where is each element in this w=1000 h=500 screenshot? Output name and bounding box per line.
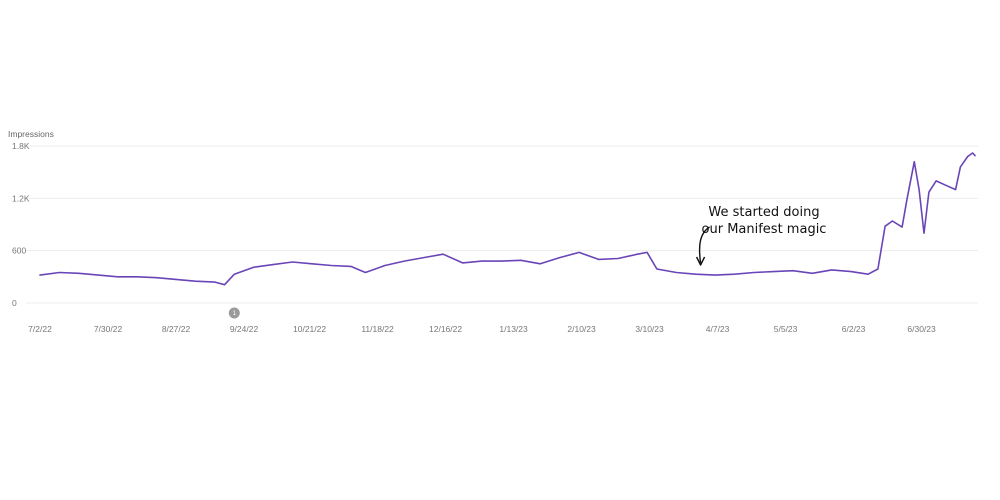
x-tick-label: 3/10/23 — [635, 324, 664, 334]
x-tick-label: 10/21/22 — [293, 324, 326, 334]
annotation-line-2: our Manifest magic — [702, 222, 827, 237]
y-axis-title: Impressions — [8, 129, 54, 139]
gridlines — [26, 145, 978, 304]
y-tick-label: 1.2K — [12, 193, 30, 203]
x-tick-label: 5/5/23 — [774, 324, 798, 334]
x-tick-label: 4/7/23 — [706, 324, 730, 334]
x-tick-label: 2/10/23 — [567, 324, 596, 334]
series-line — [39, 152, 976, 286]
annotation-arrowhead — [695, 256, 706, 266]
x-tick-label: 8/27/22 — [162, 324, 191, 334]
x-tick-label: 6/30/23 — [907, 324, 936, 334]
x-tick-label: 7/2/22 — [28, 324, 52, 334]
event-marker[interactable]: 1 — [228, 307, 240, 319]
x-tick-label: 6/2/23 — [842, 324, 866, 334]
x-tick-label: 9/24/22 — [230, 324, 259, 334]
x-tick-label: 11/18/22 — [361, 324, 394, 334]
marker-badge[interactable] — [228, 307, 240, 319]
y-tick-labels: 0 600 1.2K 1.8K — [12, 141, 30, 308]
x-tick-label: 12/16/22 — [429, 324, 462, 334]
annotation: We started doing our Manifest magic — [695, 205, 827, 266]
y-tick-label: 0 — [12, 298, 17, 308]
y-tick-label: 600 — [12, 246, 26, 256]
x-tick-labels: 7/2/22 7/30/22 8/27/22 9/24/22 10/21/22 11/18… — [28, 324, 936, 334]
annotation-arrow — [698, 226, 710, 264]
y-tick-label: 1.8K — [12, 141, 30, 151]
series-group — [39, 152, 976, 286]
x-tick-label: 1/13/23 — [499, 324, 528, 334]
x-tick-label: 7/30/22 — [94, 324, 123, 334]
annotation-line-1: We started doing — [708, 205, 819, 220]
marker-number: 1 — [233, 311, 237, 317]
